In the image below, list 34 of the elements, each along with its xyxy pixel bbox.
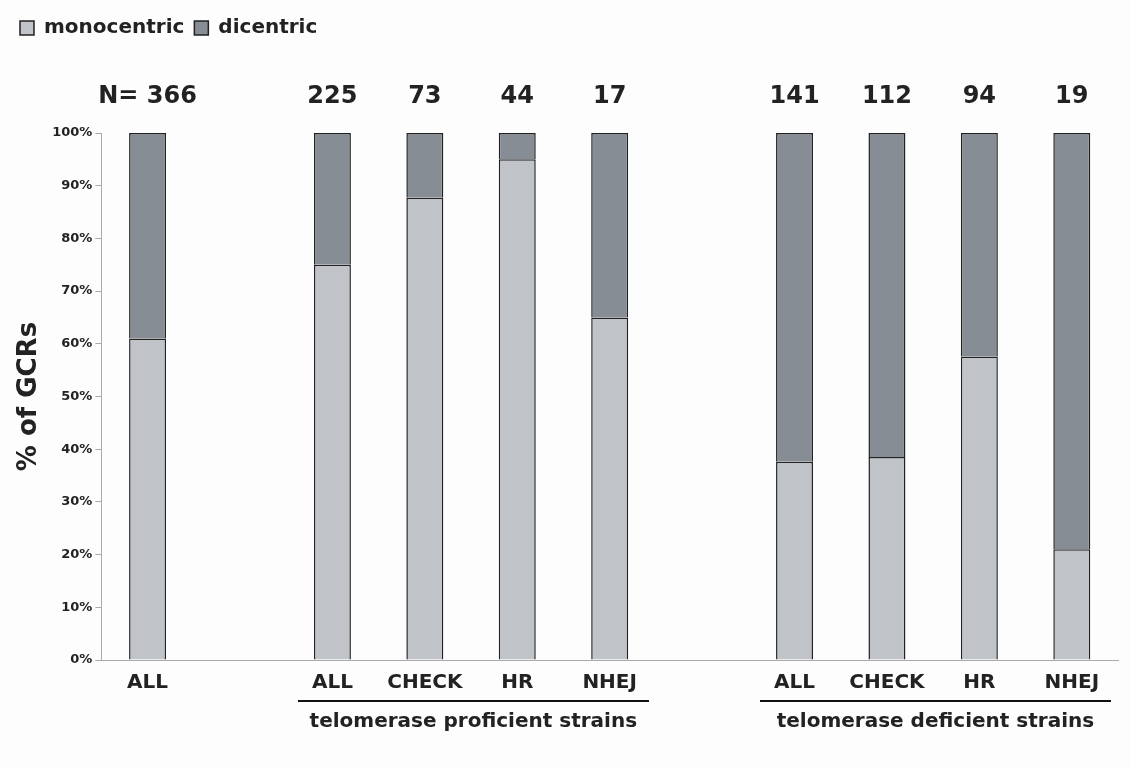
x-tick-label: HR xyxy=(501,669,534,694)
legend-label: dicentric xyxy=(218,14,318,39)
y-tick-label: 0% xyxy=(70,651,93,667)
x-tick-label: CHECK xyxy=(387,669,464,694)
x-tick-label: HR xyxy=(963,669,996,694)
y-tick-label: 10% xyxy=(61,598,93,614)
y-tick-label: 30% xyxy=(61,493,93,509)
text: telomerase proficient strains xyxy=(308,708,639,732)
text: telomerase deficient strains xyxy=(775,708,1096,732)
x-tick-label: CHECK xyxy=(849,669,927,694)
y-tick-label: 60% xyxy=(61,335,93,351)
y-tick-label: 90% xyxy=(61,177,93,193)
text: N= 366 xyxy=(98,81,197,109)
y-tick-label: 80% xyxy=(61,229,93,245)
y-tick-label: 20% xyxy=(61,545,93,561)
x-tick-label: NHEJ xyxy=(582,669,637,694)
x-tick-label: ALL xyxy=(774,669,816,694)
y-tick-label: 100% xyxy=(52,124,93,140)
text: 17 xyxy=(592,81,627,109)
text: 141 xyxy=(769,81,820,109)
text: 112 xyxy=(861,81,912,109)
x-tick-label: NHEJ xyxy=(1044,669,1100,694)
text: 73 xyxy=(408,81,442,109)
text: 44 xyxy=(500,81,534,109)
y-tick-label: 50% xyxy=(61,387,93,403)
x-tick-label: ALL xyxy=(127,669,169,694)
legend-label: monocentric xyxy=(44,14,185,39)
text: 94 xyxy=(962,81,997,109)
y-tick-label: 40% xyxy=(61,440,93,456)
text: 225 xyxy=(307,81,358,109)
y-axis-title: % of GCRs xyxy=(12,321,43,472)
text: 19 xyxy=(1055,81,1089,109)
x-tick-label: ALL xyxy=(311,669,354,694)
y-tick-label: 70% xyxy=(61,282,93,298)
